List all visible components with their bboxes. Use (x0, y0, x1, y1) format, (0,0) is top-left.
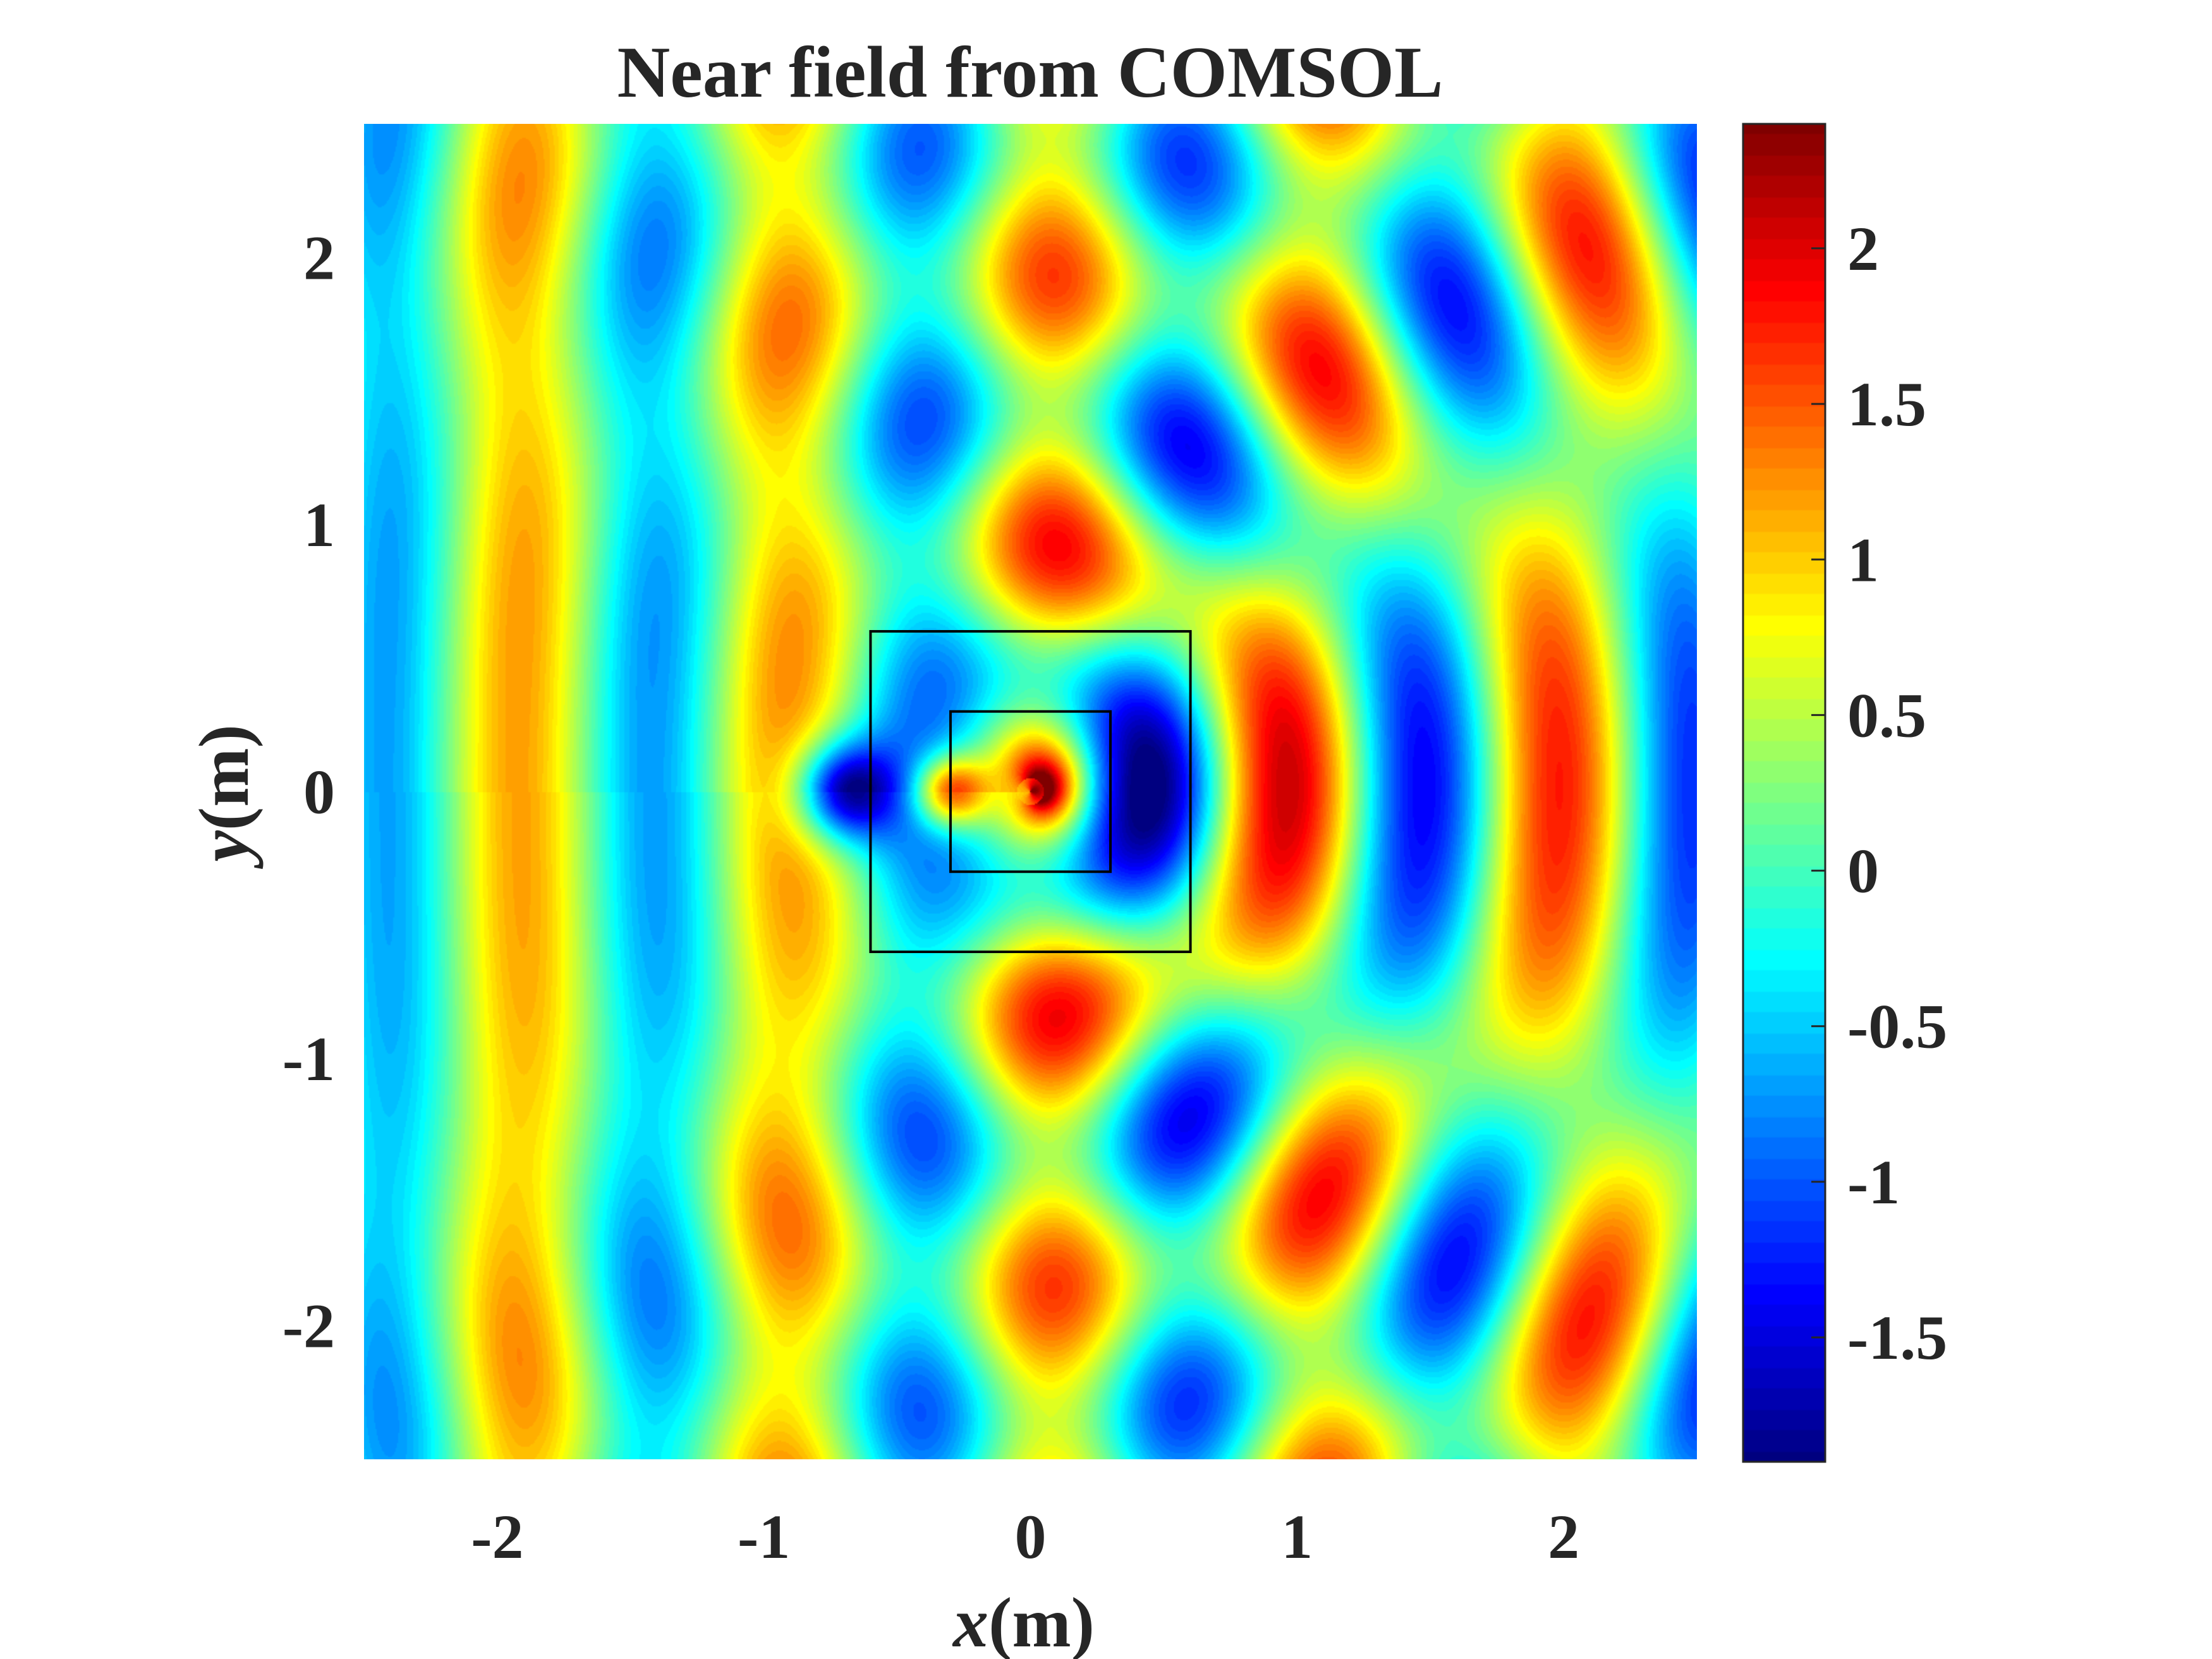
y-tick-label: 0 (303, 757, 335, 827)
y-axis-label-unit: (m) (185, 724, 264, 830)
colorbar-ticks: 2 1.5 1 0.5 0 -0.5 -1 -1.5 (1811, 214, 1947, 1373)
y-axis-label-var: y (185, 830, 264, 870)
x-axis-label: x(m) (952, 1584, 1095, 1659)
colorbar-tick-label: -1 (1847, 1147, 1900, 1217)
colorbar-tick-label: 1.5 (1847, 369, 1926, 439)
x-axis-ticks: -2 -1 0 1 2 (471, 1502, 1579, 1572)
scatterer-boxes (869, 629, 1192, 954)
y-tick-label: 1 (303, 490, 335, 560)
x-tick-label: -2 (471, 1502, 523, 1572)
inner-box (949, 710, 1112, 873)
x-tick-label: -1 (738, 1502, 790, 1572)
y-tick-label: -2 (283, 1291, 335, 1361)
x-tick-label: 2 (1548, 1502, 1579, 1572)
colorbar-tick-label: 0 (1847, 836, 1879, 906)
colorbar-gradient (1743, 124, 1825, 1462)
y-tick-label: 2 (303, 222, 335, 293)
x-axis-label-var: x (952, 1584, 988, 1659)
colorbar-tick-label: -0.5 (1847, 992, 1947, 1062)
y-axis-ticks: -2 -1 0 1 2 (283, 222, 335, 1361)
colorbar-tick-label: 1 (1847, 525, 1879, 595)
near-field-heatmap (364, 124, 1697, 1459)
y-tick-label: -1 (283, 1024, 335, 1094)
y-axis-label: y(m) (185, 724, 264, 870)
outer-box (869, 629, 1192, 954)
colorbar-tick-label: 0.5 (1847, 680, 1926, 750)
chart-title: Near field from COMSOL (617, 32, 1443, 113)
colorbar-tick-label: 2 (1847, 214, 1879, 284)
colorbar-tick-label: -1.5 (1847, 1303, 1947, 1373)
x-axis-label-unit: (m) (988, 1584, 1095, 1659)
x-tick-label: 0 (1015, 1502, 1047, 1572)
colorbar-frame (1742, 123, 1826, 1463)
x-tick-label: 1 (1281, 1502, 1313, 1572)
